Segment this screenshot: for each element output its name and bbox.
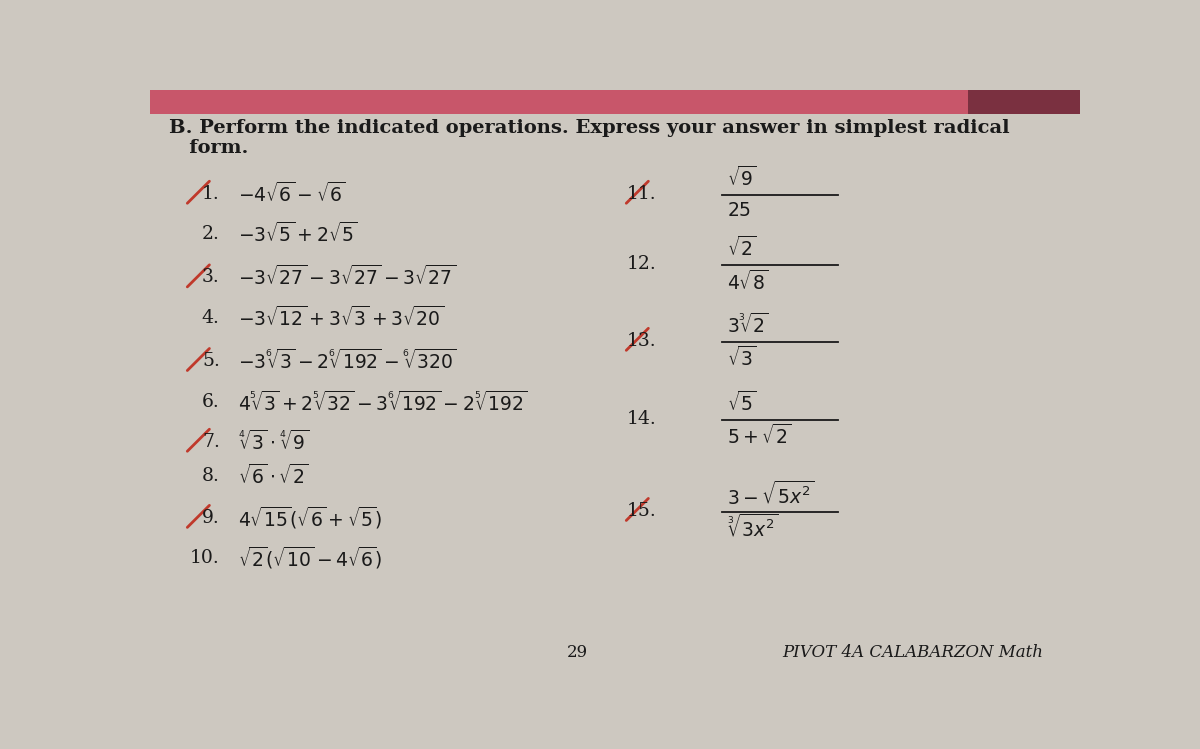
Text: 29: 29: [568, 643, 588, 661]
Text: $\sqrt{3}$: $\sqrt{3}$: [727, 346, 756, 370]
Text: $-3\sqrt[6]{3} - 2\sqrt[6]{192} - \sqrt[6]{320}$: $-3\sqrt[6]{3} - 2\sqrt[6]{192} - \sqrt[…: [239, 349, 457, 373]
Text: $5 + \sqrt{2}$: $5 + \sqrt{2}$: [727, 424, 791, 448]
Text: $4\sqrt[5]{3} + 2\sqrt[5]{32} - 3\sqrt[6]{192} - 2\sqrt[5]{192}$: $4\sqrt[5]{3} + 2\sqrt[5]{32} - 3\sqrt[6…: [239, 390, 528, 415]
Text: $\sqrt{6} \cdot \sqrt{2}$: $\sqrt{6} \cdot \sqrt{2}$: [239, 464, 308, 488]
Text: $-3\sqrt{12} + 3\sqrt{3} + 3\sqrt{20}$: $-3\sqrt{12} + 3\sqrt{3} + 3\sqrt{20}$: [239, 306, 444, 330]
Text: 7.: 7.: [202, 433, 220, 451]
Text: B. Perform the indicated operations. Express your answer in simplest radical: B. Perform the indicated operations. Exp…: [168, 118, 1009, 137]
Text: $-3\sqrt{27} - 3\sqrt{27} - 3\sqrt{27}$: $-3\sqrt{27} - 3\sqrt{27} - 3\sqrt{27}$: [239, 265, 456, 289]
Text: $-3\sqrt{5} + 2\sqrt{5}$: $-3\sqrt{5} + 2\sqrt{5}$: [239, 222, 358, 246]
Bar: [968, 90, 1080, 114]
Text: 11.: 11.: [628, 185, 656, 203]
Text: 12.: 12.: [628, 255, 656, 273]
Text: $\sqrt[3]{3x^2}$: $\sqrt[3]{3x^2}$: [727, 515, 779, 542]
Text: 13.: 13.: [628, 332, 656, 350]
Text: $3 - \sqrt{5x^2}$: $3 - \sqrt{5x^2}$: [727, 481, 814, 509]
Text: $\sqrt[4]{3} \cdot \sqrt[4]{9}$: $\sqrt[4]{3} \cdot \sqrt[4]{9}$: [239, 430, 310, 454]
Text: 15.: 15.: [628, 502, 656, 520]
Text: $\sqrt{9}$: $\sqrt{9}$: [727, 166, 756, 189]
Bar: [150, 90, 968, 114]
Text: 3.: 3.: [202, 268, 220, 286]
Text: 4.: 4.: [202, 309, 220, 327]
Text: $\sqrt{5}$: $\sqrt{5}$: [727, 390, 756, 415]
Text: 5.: 5.: [202, 352, 220, 370]
Text: 6.: 6.: [202, 393, 220, 411]
Text: $4\sqrt{8}$: $4\sqrt{8}$: [727, 269, 768, 294]
Text: 1.: 1.: [202, 185, 220, 203]
Text: $25$: $25$: [727, 202, 751, 220]
Text: PIVOT 4A CALABARZON Math: PIVOT 4A CALABARZON Math: [782, 643, 1043, 661]
Text: 10.: 10.: [190, 549, 220, 567]
Text: 2.: 2.: [202, 225, 220, 243]
Text: 14.: 14.: [628, 410, 656, 428]
Text: form.: form.: [168, 139, 248, 157]
Text: $\sqrt{2}(\sqrt{10} - 4\sqrt{6})$: $\sqrt{2}(\sqrt{10} - 4\sqrt{6})$: [239, 545, 383, 571]
Text: $\sqrt{2}$: $\sqrt{2}$: [727, 236, 756, 260]
Text: $-4\sqrt{6} - \sqrt{6}$: $-4\sqrt{6} - \sqrt{6}$: [239, 181, 346, 206]
Text: 9.: 9.: [202, 509, 220, 527]
Text: 8.: 8.: [202, 467, 220, 485]
Text: $4\sqrt{15}(\sqrt{6} + \sqrt{5})$: $4\sqrt{15}(\sqrt{6} + \sqrt{5})$: [239, 505, 383, 531]
Text: $3\sqrt[3]{2}$: $3\sqrt[3]{2}$: [727, 312, 768, 337]
